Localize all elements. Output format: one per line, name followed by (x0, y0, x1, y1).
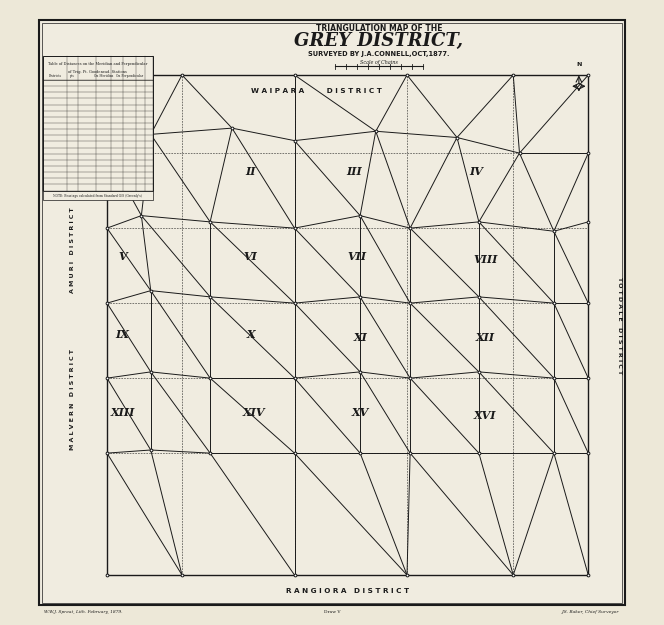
Text: VIII: VIII (473, 254, 497, 265)
Text: Scale of Chains: Scale of Chains (360, 60, 398, 65)
Text: XIII: XIII (110, 407, 135, 418)
Text: of Trig. Pt. Goodenead. Stations: of Trig. Pt. Goodenead. Stations (68, 70, 127, 74)
Text: XV: XV (351, 407, 369, 418)
Text: W A I P A R A         D I S T R I C T: W A I P A R A D I S T R I C T (251, 88, 382, 94)
Text: IV: IV (469, 166, 483, 177)
Bar (43, 56, 153, 191)
Text: On Meridian: On Meridian (94, 74, 114, 78)
Text: XVI: XVI (474, 410, 497, 421)
Text: X: X (246, 329, 255, 340)
Text: Table of Distances on the Meridian and Perpendicular: Table of Distances on the Meridian and P… (48, 62, 147, 66)
Bar (107, 75, 588, 575)
Text: VI: VI (244, 251, 258, 262)
Bar (43, 191, 153, 200)
Text: II: II (246, 166, 256, 177)
Text: A M U R I   D I S T R I C T: A M U R I D I S T R I C T (70, 208, 75, 292)
Text: Districts: Districts (48, 74, 62, 78)
Text: XI: XI (353, 332, 367, 343)
Text: J.S. Baker, Chief Surveyor: J.S. Baker, Chief Surveyor (562, 610, 620, 614)
Text: V: V (118, 251, 127, 262)
Text: T O T D A L E   D I S T R I C T: T O T D A L E D I S T R I C T (617, 276, 622, 374)
Text: VII: VII (347, 251, 367, 262)
Text: III: III (346, 166, 362, 177)
Text: IX: IX (116, 329, 129, 340)
Text: pts: pts (70, 74, 75, 78)
Text: W.W.J. Spreat, Lith. February, 1879.: W.W.J. Spreat, Lith. February, 1879. (44, 610, 123, 614)
Text: GREY DISTRICT,: GREY DISTRICT, (294, 32, 463, 49)
Text: On Perpendicular: On Perpendicular (116, 74, 143, 78)
Text: NOTE: Bearings calculated from Standard G/S (Greenly's): NOTE: Bearings calculated from Standard … (54, 194, 142, 198)
Text: Draw V: Draw V (324, 610, 340, 614)
Text: I: I (126, 166, 131, 177)
Text: SURVEYED BY J.A.CONNELL,OCT,1877.: SURVEYED BY J.A.CONNELL,OCT,1877. (308, 51, 450, 57)
Text: M A L V E R N   D I S T R I C T: M A L V E R N D I S T R I C T (70, 349, 75, 451)
Text: R A N G I O R A   D I S T R I C T: R A N G I O R A D I S T R I C T (286, 588, 409, 594)
Text: XIV: XIV (242, 407, 265, 418)
Text: N: N (576, 62, 582, 68)
Text: XII: XII (475, 332, 495, 343)
Text: TRIANGULATION MAP OF THE: TRIANGULATION MAP OF THE (315, 24, 442, 32)
